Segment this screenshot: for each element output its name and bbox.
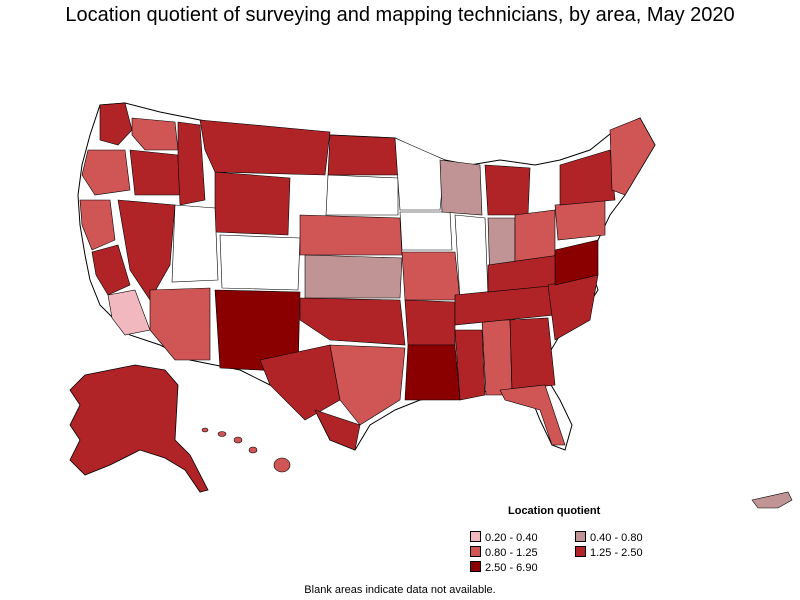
region-washington-west [99,102,133,146]
region-california-central [91,244,131,296]
legend-swatch-4 [575,546,586,557]
region-north-dakota [327,134,399,176]
region-colorado [219,234,301,291]
region-california-north [79,199,116,251]
region-oklahoma [299,297,406,346]
hawaii-region [201,427,291,473]
region-arizona [149,287,211,361]
region-south-dakota [325,174,399,216]
region-louisiana [404,344,461,401]
region-new-england [609,117,656,196]
region-iowa [399,211,453,251]
map-legend: Location quotient 0.20 - 0.40 0.40 - 0.8… [460,505,680,575]
region-michigan [484,164,531,216]
region-pennsylvania [554,199,606,241]
legend-item-1: 0.20 - 0.40 [470,531,538,544]
map-title: Location quotient of surveying and mappi… [65,4,735,26]
region-missouri [401,251,461,301]
region-washington-east [131,117,179,151]
region-nebraska [299,214,403,256]
map-regions [79,102,656,451]
region-utah [171,204,219,283]
legend-label-2: 0.40 - 0.80 [590,532,643,544]
region-minnesota [394,137,446,211]
legend-item-4: 1.25 - 2.50 [575,546,643,559]
region-georgia [509,317,556,391]
region-illinois [454,214,489,301]
region-texas-west [259,344,341,421]
region-oregon-west [81,149,131,196]
legend-item-3: 0.80 - 1.25 [470,546,538,559]
legend-swatch-2 [575,531,586,542]
legend-item-5: 2.50 - 6.90 [470,561,538,574]
alaska-region [69,364,209,493]
legend-label-5: 2.50 - 6.90 [485,562,538,574]
legend-label-3: 0.80 - 1.25 [485,547,538,559]
region-idaho [177,121,206,206]
region-oregon-east [129,149,183,196]
region-arkansas [404,299,456,346]
legend-label-4: 1.25 - 2.50 [590,547,643,559]
legend-swatch-1 [470,531,481,542]
legend-label-1: 0.20 - 0.40 [485,532,538,544]
region-montana [199,119,331,176]
region-california-south [107,289,151,336]
region-virginia [554,239,599,286]
region-nevada [117,199,176,301]
region-mississippi [454,329,486,401]
puerto-rico-region [751,491,793,509]
region-wisconsin [439,159,483,216]
region-new-york [559,149,616,206]
region-alabama [481,319,513,396]
region-texas-east [329,344,406,426]
legend-title: Location quotient [508,505,601,517]
legend-swatch-5 [470,561,481,572]
region-kansas [304,254,403,299]
legend-swatch-3 [470,546,481,557]
footnote: Blank areas indicate data not available. [304,584,496,596]
region-texas-south [314,409,361,451]
region-florida [499,384,566,446]
legend-item-2: 0.40 - 0.80 [575,531,643,544]
region-wyoming [214,171,291,236]
